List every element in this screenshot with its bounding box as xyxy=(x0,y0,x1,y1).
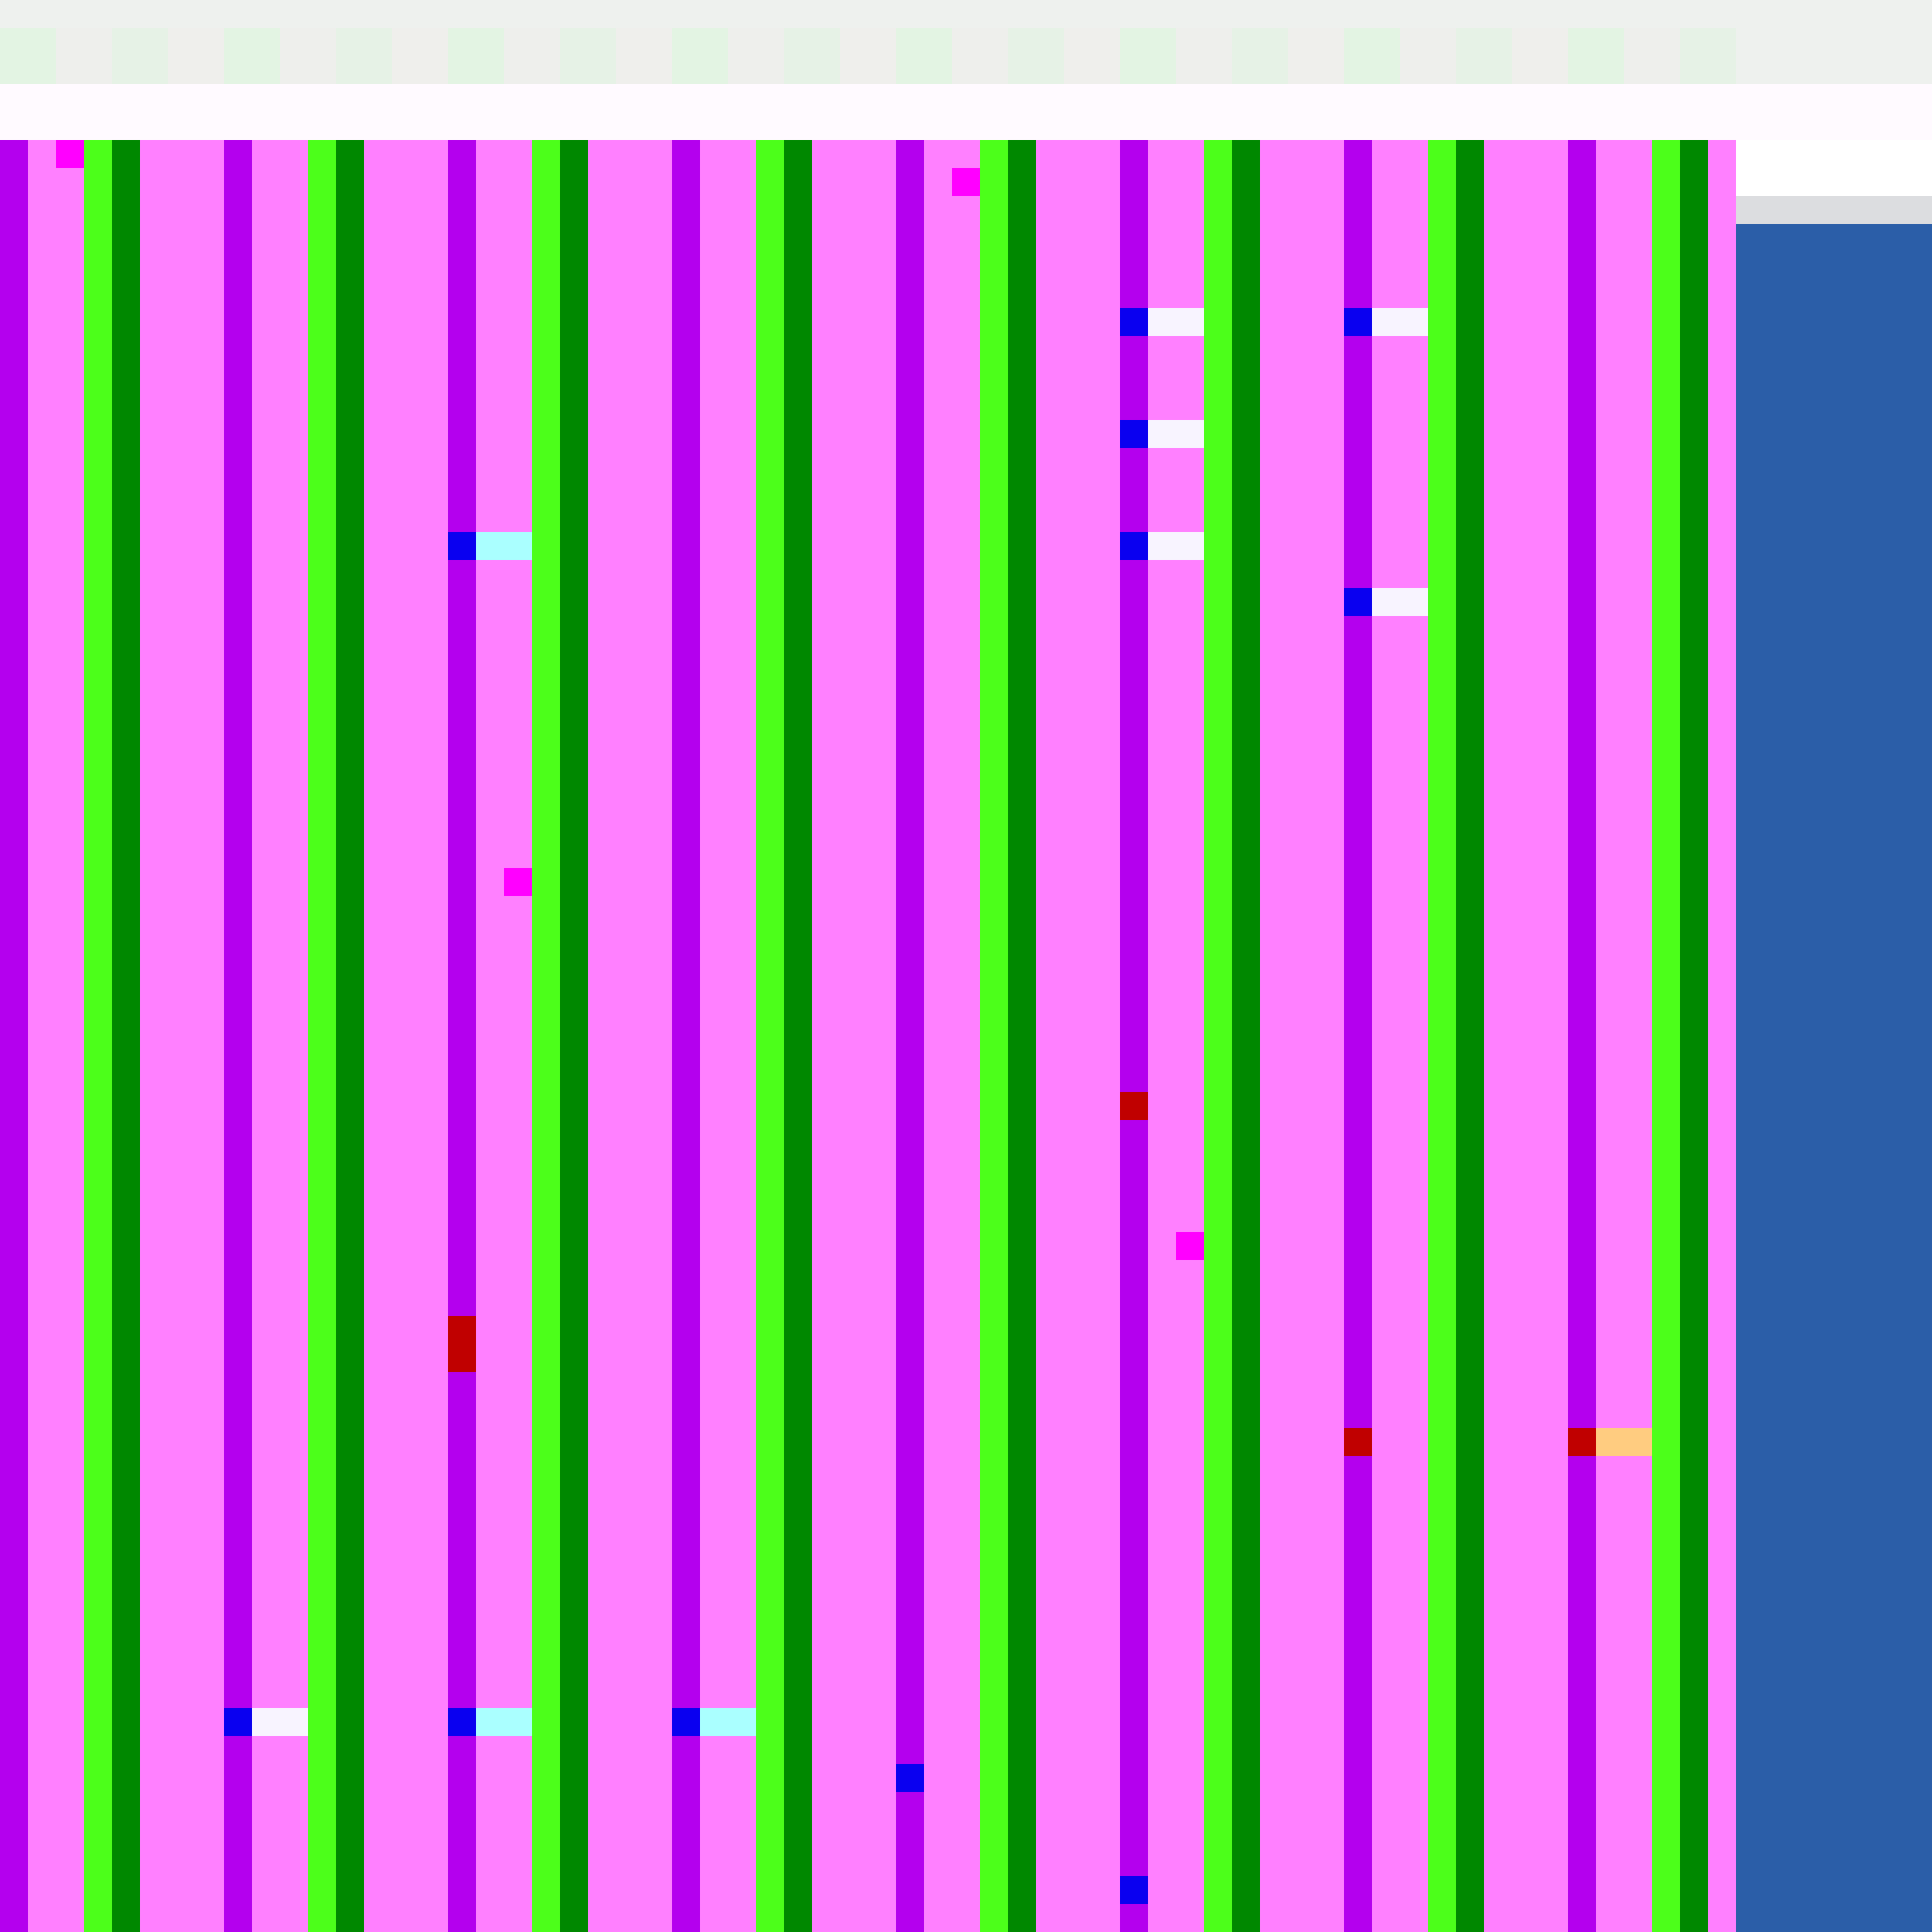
pixel xyxy=(476,532,532,560)
pixel xyxy=(1148,420,1204,448)
pixel xyxy=(448,1708,476,1736)
pixel xyxy=(1596,1428,1652,1456)
pixel xyxy=(1120,1876,1148,1904)
pixel xyxy=(1176,1232,1204,1260)
pixel xyxy=(448,532,476,560)
side-panel-header xyxy=(1736,140,1932,196)
pixel xyxy=(896,1764,924,1792)
pixel xyxy=(1372,588,1428,616)
pixel xyxy=(56,140,84,168)
toolbar-band xyxy=(0,84,1932,140)
pixel xyxy=(1344,588,1372,616)
pixel xyxy=(252,1708,308,1736)
pixel xyxy=(224,1708,252,1736)
pixel xyxy=(1344,308,1372,336)
top-bar-pattern xyxy=(0,28,1736,84)
side-panel xyxy=(1736,224,1932,1932)
pixel xyxy=(1120,532,1148,560)
pixel xyxy=(1344,1428,1372,1456)
pixel xyxy=(1120,420,1148,448)
pixel xyxy=(1372,308,1428,336)
pixel xyxy=(1148,308,1204,336)
side-panel-divider xyxy=(1736,196,1932,224)
pixel xyxy=(1120,308,1148,336)
pixel xyxy=(672,1708,700,1736)
pixel xyxy=(448,1316,476,1372)
pixel xyxy=(700,1708,756,1736)
pixel xyxy=(1120,1092,1148,1120)
pixel xyxy=(1148,532,1204,560)
striped-area xyxy=(0,140,1736,1932)
pixel xyxy=(952,168,980,196)
pixel xyxy=(504,868,532,896)
pixel xyxy=(476,1708,532,1736)
pixel xyxy=(1568,1428,1596,1456)
